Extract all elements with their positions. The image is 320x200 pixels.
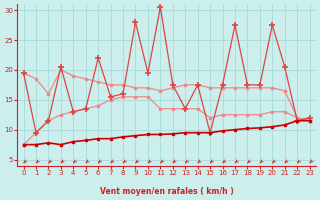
X-axis label: Vent moyen/en rafales ( km/h ): Vent moyen/en rafales ( km/h ) bbox=[100, 187, 234, 196]
